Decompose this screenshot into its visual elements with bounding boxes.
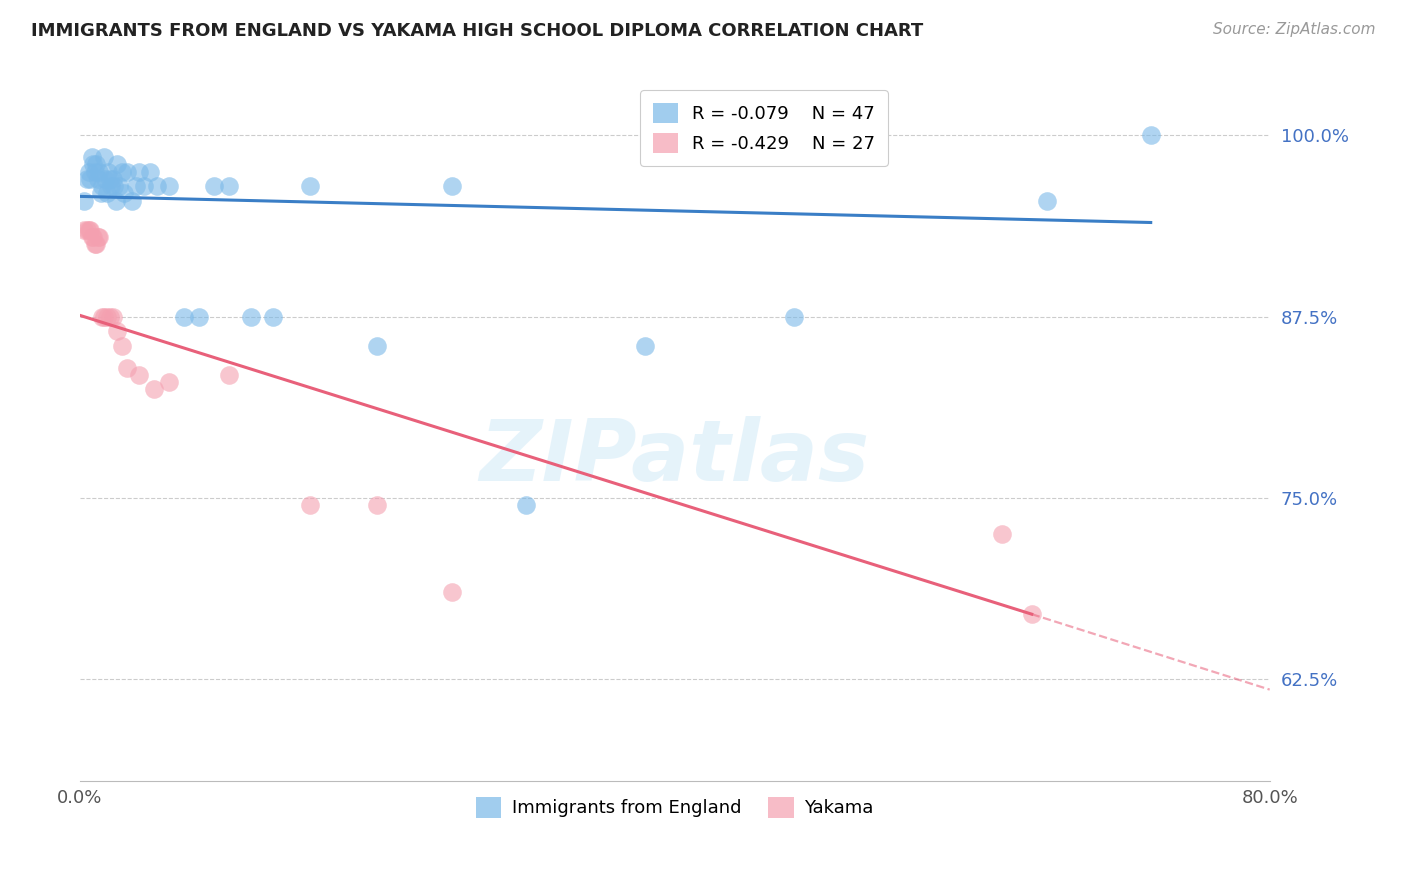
Point bbox=[97, 165, 120, 179]
Point bbox=[139, 165, 162, 179]
Point bbox=[80, 230, 103, 244]
Point bbox=[157, 375, 180, 389]
Point bbox=[634, 339, 657, 353]
Point bbox=[105, 324, 128, 338]
Point bbox=[73, 194, 96, 208]
Point bbox=[114, 186, 136, 201]
Point bbox=[79, 223, 101, 237]
Point bbox=[1139, 128, 1161, 143]
Point bbox=[93, 310, 115, 324]
Point bbox=[77, 165, 100, 179]
Point bbox=[83, 165, 105, 179]
Point bbox=[79, 172, 101, 186]
Point bbox=[187, 310, 209, 324]
Point bbox=[86, 230, 108, 244]
Point bbox=[783, 310, 806, 324]
Point bbox=[117, 165, 139, 179]
Point bbox=[262, 310, 284, 324]
Point bbox=[96, 186, 118, 201]
Point bbox=[89, 230, 111, 244]
Point bbox=[110, 339, 132, 353]
Text: IMMIGRANTS FROM ENGLAND VS YAKAMA HIGH SCHOOL DIPLOMA CORRELATION CHART: IMMIGRANTS FROM ENGLAND VS YAKAMA HIGH S… bbox=[31, 22, 924, 40]
Point bbox=[440, 179, 463, 194]
Point bbox=[117, 360, 139, 375]
Point bbox=[991, 527, 1014, 541]
Point bbox=[366, 339, 388, 353]
Text: ZIPatlas: ZIPatlas bbox=[479, 416, 870, 499]
Point bbox=[121, 194, 143, 208]
Point bbox=[103, 179, 125, 194]
Point bbox=[89, 165, 111, 179]
Point bbox=[101, 310, 124, 324]
Point bbox=[84, 237, 107, 252]
Point bbox=[91, 179, 114, 194]
Point bbox=[143, 382, 166, 396]
Point bbox=[91, 310, 114, 324]
Point bbox=[94, 172, 117, 186]
Point bbox=[101, 172, 124, 186]
Point bbox=[132, 179, 155, 194]
Point bbox=[299, 499, 322, 513]
Point bbox=[93, 150, 115, 164]
Point bbox=[146, 179, 169, 194]
Point bbox=[105, 157, 128, 171]
Point bbox=[128, 165, 150, 179]
Point bbox=[125, 179, 148, 194]
Point bbox=[82, 157, 104, 171]
Point bbox=[1021, 607, 1043, 622]
Point bbox=[76, 172, 98, 186]
Point bbox=[86, 172, 108, 186]
Point bbox=[100, 179, 122, 194]
Point bbox=[515, 499, 537, 513]
Point bbox=[84, 157, 107, 171]
Point bbox=[82, 230, 104, 244]
Point bbox=[76, 223, 98, 237]
Point bbox=[239, 310, 262, 324]
Point bbox=[202, 179, 225, 194]
Point bbox=[366, 499, 388, 513]
Point bbox=[98, 172, 121, 186]
Point bbox=[218, 179, 240, 194]
Text: Source: ZipAtlas.com: Source: ZipAtlas.com bbox=[1212, 22, 1375, 37]
Point bbox=[77, 223, 100, 237]
Point bbox=[1035, 194, 1057, 208]
Point bbox=[218, 368, 240, 382]
Point bbox=[157, 179, 180, 194]
Point bbox=[90, 186, 112, 201]
Point bbox=[73, 223, 96, 237]
Point bbox=[96, 310, 118, 324]
Point bbox=[440, 585, 463, 599]
Point bbox=[128, 368, 150, 382]
Point bbox=[173, 310, 195, 324]
Point bbox=[80, 150, 103, 164]
Point bbox=[110, 165, 132, 179]
Point bbox=[98, 310, 121, 324]
Point bbox=[83, 237, 105, 252]
Legend: Immigrants from England, Yakama: Immigrants from England, Yakama bbox=[468, 789, 882, 825]
Point bbox=[299, 179, 322, 194]
Point bbox=[107, 179, 129, 194]
Point bbox=[104, 194, 127, 208]
